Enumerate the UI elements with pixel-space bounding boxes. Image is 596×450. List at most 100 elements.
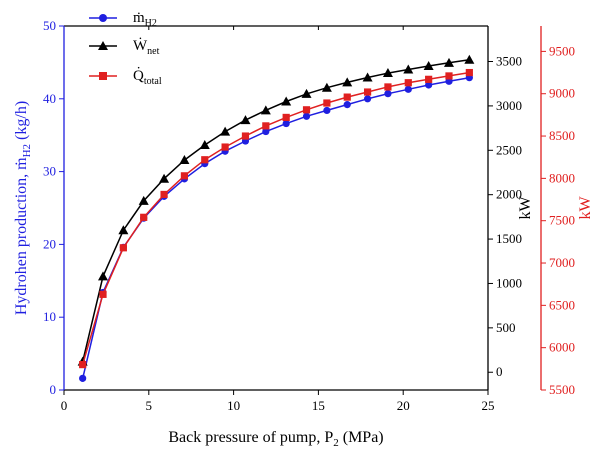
data-point-qtotal — [140, 213, 148, 221]
right-kw-tick-label: 3500 — [496, 54, 522, 69]
left-tick-label: 50 — [43, 18, 56, 33]
data-point-mh2 — [323, 106, 331, 115]
left-axis-label-sub: H2 — [21, 144, 33, 157]
data-point-wnet — [199, 139, 210, 149]
data-point-mh2 — [79, 374, 87, 382]
data-point-wnet — [321, 82, 332, 92]
legend-label-qtotal-sub: total — [144, 76, 162, 87]
legend-marker-wnet — [98, 41, 108, 50]
right-kw-tick-label: 2500 — [496, 142, 522, 157]
right-qtotal-tick-label: 6500 — [549, 297, 575, 312]
data-point-wnet — [342, 77, 353, 87]
data-point-wnet — [138, 195, 149, 205]
data-point-qtotal — [221, 143, 229, 151]
data-point-wnet — [240, 115, 251, 125]
right-kw-tick-label: 2000 — [496, 187, 522, 202]
legend-label-mh2: ṁH2 — [133, 10, 157, 29]
series-line-wnet — [81, 58, 470, 362]
right-kw-tick-label: 1500 — [496, 231, 522, 246]
data-point-wnet — [464, 54, 475, 64]
right-kw-tick-label: 0 — [496, 364, 503, 379]
left-tick-label: 10 — [43, 309, 56, 324]
right-qtotal-tick-label: 7000 — [549, 255, 575, 270]
data-point-qtotal — [425, 75, 433, 83]
data-point-mh2 — [384, 90, 392, 98]
ticks-layer: 0 5 10 15 20 25010203040500500100015002000250… — [43, 18, 575, 413]
data-point-qtotal — [302, 106, 311, 114]
data-point-mh2 — [262, 127, 270, 136]
series-layer — [77, 54, 475, 382]
data-point-qtotal — [99, 290, 107, 298]
data-point-qtotal — [465, 68, 473, 77]
x-axis-label-unit: (MPa) — [343, 429, 384, 446]
data-point-wnet — [260, 105, 271, 115]
x-tick-label: 25 — [482, 398, 495, 413]
left-axis-label-text: Hydrohen production, ṁ — [13, 157, 30, 315]
data-point-wnet — [159, 173, 170, 183]
data-point-mh2 — [282, 119, 290, 128]
x-tick-label: 10 — [227, 398, 240, 413]
data-point-qtotal — [119, 244, 127, 252]
right-kw-axis-label: kW — [517, 196, 534, 220]
data-point-qtotal — [404, 79, 412, 87]
data-point-wnet — [382, 68, 393, 78]
right-qtotal-tick-label: 8000 — [549, 170, 575, 185]
data-point-wnet — [362, 72, 373, 82]
data-point-mh2 — [404, 85, 412, 93]
right-qtotal-tick-label: 6000 — [549, 340, 575, 355]
legend-label-mh2-text: ṁ — [133, 10, 145, 26]
x-tick-label: 20 — [397, 398, 410, 413]
left-axis-label: Hydrohen production, ṁH2 (kg/h) — [13, 101, 33, 315]
x-tick-label: 15 — [312, 398, 325, 413]
data-point-qtotal — [363, 88, 372, 96]
legend-marker-mh2 — [99, 14, 107, 22]
data-point-qtotal — [282, 113, 290, 122]
data-point-qtotal — [445, 72, 453, 80]
series-line-mh2 — [81, 76, 470, 379]
data-point-mh2 — [302, 112, 311, 120]
right-qtotal-tick-label: 8500 — [549, 128, 575, 143]
data-point-qtotal — [180, 172, 189, 180]
x-axis-label-sub: 2 — [333, 437, 339, 449]
legend-label-qtotal-text: Q̇ — [133, 67, 144, 84]
right-qtotal-axis-label: kW — [577, 196, 594, 220]
left-tick-label: 40 — [43, 91, 56, 106]
left-tick-label: 20 — [43, 236, 56, 251]
legend-label-wnet-sub: net — [147, 46, 159, 57]
x-tick-label: 5 — [146, 398, 153, 413]
left-tick-label: 30 — [43, 164, 56, 179]
data-point-qtotal — [343, 93, 351, 101]
right-qtotal-tick-label: 9000 — [549, 86, 575, 101]
left-tick-label: 0 — [50, 382, 57, 397]
data-point-mh2 — [363, 95, 372, 103]
data-point-wnet — [118, 225, 129, 235]
right-kw-tick-label: 3000 — [496, 98, 522, 113]
legend-label-mh2-sub: H2 — [145, 18, 157, 29]
data-point-qtotal — [201, 156, 209, 164]
x-tick-label: 0 — [61, 398, 68, 413]
data-point-wnet — [443, 57, 454, 67]
data-point-wnet — [179, 155, 190, 165]
plot-frame — [63, 25, 542, 391]
data-point-qtotal — [262, 122, 270, 130]
data-point-wnet — [403, 64, 414, 74]
data-point-qtotal — [323, 99, 331, 107]
data-point-qtotal — [79, 361, 87, 369]
legend-label-wnet-text: Ẇ — [133, 37, 148, 54]
data-point-qtotal — [241, 132, 250, 140]
data-point-wnet — [220, 126, 231, 136]
right-qtotal-tick-label: 5500 — [549, 382, 575, 397]
legend-label-qtotal: Q̇total — [133, 67, 162, 87]
legend: ṁH2 Ẇnet Q̇total — [89, 10, 162, 87]
data-point-qtotal — [160, 190, 168, 199]
x-axis-label-text: Back pressure of pump, P — [168, 429, 333, 446]
legend-label-wnet: Ẇnet — [133, 37, 160, 57]
data-point-qtotal — [384, 83, 392, 91]
right-qtotal-tick-label: 9500 — [549, 43, 575, 58]
data-point-wnet — [98, 271, 109, 281]
left-axis-label-unit: (kg/h) — [13, 101, 30, 140]
right-kw-tick-label: 500 — [496, 320, 516, 335]
data-point-wnet — [301, 88, 312, 98]
right-qtotal-tick-label: 7500 — [549, 213, 575, 228]
